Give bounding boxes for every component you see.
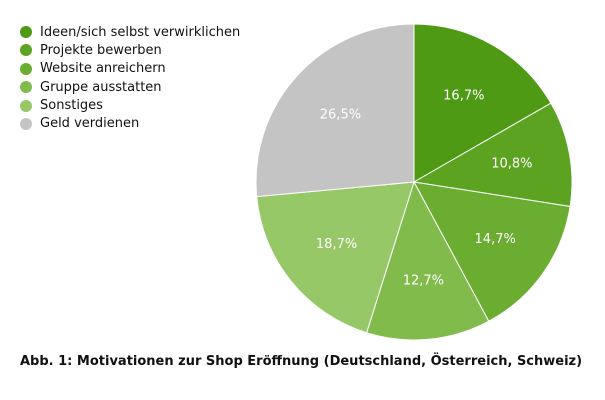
pie-slice-4 <box>256 181 415 334</box>
pie-slice-label-1: 10,8% <box>491 156 532 171</box>
legend-label: Geld verdienen <box>40 116 140 132</box>
legend-swatch <box>20 81 32 94</box>
legend-item-projekte: Projekte bewerben <box>20 41 240 59</box>
pie-slice-label-2: 14,7% <box>475 232 516 247</box>
legend-label: Projekte bewerben <box>40 42 162 58</box>
pie-slice-1 <box>412 102 573 208</box>
legend-swatch <box>20 99 32 112</box>
legend-label: Website anreichern <box>40 61 166 77</box>
pie-slice-5 <box>255 23 415 198</box>
pie-slice-label-5: 26,5% <box>320 107 361 122</box>
pie-slice-2 <box>413 181 571 322</box>
pie-slice-0 <box>413 23 552 183</box>
pie-slice-3 <box>366 180 490 341</box>
legend-swatch <box>20 117 32 130</box>
legend-label: Gruppe ausstatten <box>40 79 162 95</box>
legend-swatch <box>20 44 32 57</box>
legend-item-sonstiges: Sonstiges <box>20 97 240 115</box>
legend-swatch <box>20 26 32 38</box>
legend-item-gruppe: Gruppe ausstatten <box>20 78 240 96</box>
legend-label: Sonstiges <box>40 98 103 114</box>
legend-item-geld: Geld verdienen <box>20 115 240 133</box>
legend-item-ideen: Ideen/sich selbst verwirklichen <box>20 23 240 41</box>
chart-legend: Ideen/sich selbst verwirklichen Projekte… <box>20 23 240 133</box>
pie-slice-label-4: 18,7% <box>316 237 357 252</box>
legend-swatch <box>20 62 32 75</box>
legend-label: Ideen/sich selbst verwirklichen <box>40 24 241 40</box>
pie-slice-label-3: 12,7% <box>403 274 444 289</box>
figure-caption: Abb. 1: Motivationen zur Shop Eröffnung … <box>20 354 583 369</box>
pie-slice-label-0: 16,7% <box>443 88 484 103</box>
legend-item-website: Website anreichern <box>20 60 240 78</box>
